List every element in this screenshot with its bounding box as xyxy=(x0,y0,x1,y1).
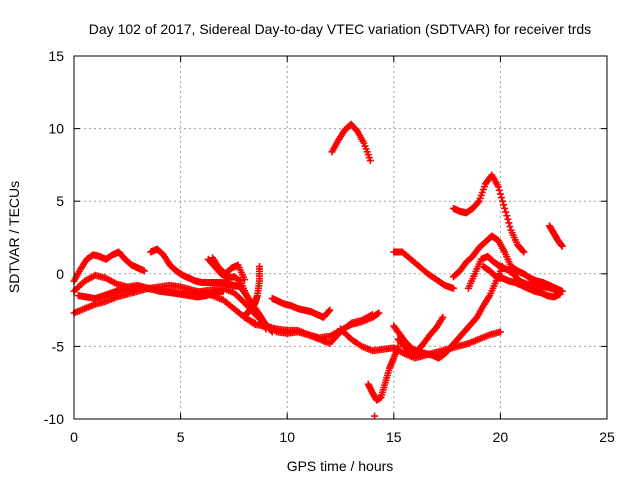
data-series xyxy=(241,263,383,342)
y-tick-label: 15 xyxy=(48,48,64,64)
data-series xyxy=(268,294,334,321)
x-tick-label: 0 xyxy=(70,429,78,445)
data-point-plus xyxy=(496,328,504,336)
data-point-plus xyxy=(219,287,227,295)
data-point-plus xyxy=(241,276,249,284)
x-tick-label: 20 xyxy=(493,429,509,445)
data-series xyxy=(545,222,566,250)
y-tick-label: -10 xyxy=(44,411,64,427)
tick-labels: 0 5 10 15 20 25 -10 -5 0 5 10 15 xyxy=(44,48,615,445)
data-point-plus xyxy=(394,342,402,350)
data-series xyxy=(390,248,457,292)
chart-title: Day 102 of 2017, Sidereal Day-to-day VTE… xyxy=(89,21,591,37)
data-point-plus xyxy=(499,197,507,205)
x-tick-label: 15 xyxy=(386,429,402,445)
data-series xyxy=(364,342,402,404)
data-point-plus xyxy=(502,208,510,216)
data-point-plus xyxy=(439,313,447,321)
data-point-plus xyxy=(494,183,502,191)
data-series xyxy=(328,120,374,165)
data-point-plus xyxy=(503,212,511,220)
data-point-plus xyxy=(556,290,564,298)
data-point-plus xyxy=(519,247,527,255)
data-point-plus xyxy=(558,242,566,250)
data-series xyxy=(371,412,379,420)
data-point-plus xyxy=(140,267,148,275)
y-tick-label: 5 xyxy=(56,193,64,209)
y-tick-label: 0 xyxy=(56,266,64,282)
data-series xyxy=(70,248,148,285)
data-point-plus xyxy=(497,194,505,202)
data-series xyxy=(464,252,562,295)
plot-frame xyxy=(73,55,608,420)
data-point-plus xyxy=(496,190,504,198)
data-point-plus xyxy=(325,307,333,315)
y-tick-label: -5 xyxy=(52,338,65,354)
data-point-plus xyxy=(375,309,383,317)
data-series xyxy=(479,263,564,301)
data-point-plus xyxy=(504,215,512,223)
data-series xyxy=(74,283,227,302)
data-point-plus xyxy=(495,186,503,194)
data-point-plus xyxy=(500,201,508,209)
x-tick-label: 10 xyxy=(279,429,295,445)
data-point-plus xyxy=(449,284,457,292)
grid-lines xyxy=(74,56,607,419)
data-point-plus xyxy=(474,198,482,206)
data-point-plus xyxy=(366,157,374,165)
x-tick-label: 25 xyxy=(599,429,615,445)
data-point-plus xyxy=(520,248,528,256)
data-points xyxy=(70,120,566,420)
axis-ticks xyxy=(73,55,608,420)
data-series xyxy=(394,313,447,358)
y-tick-label: 10 xyxy=(48,121,64,137)
data-series xyxy=(209,254,249,284)
data-point-plus xyxy=(501,204,509,212)
data-point-plus xyxy=(326,306,334,314)
data-point-plus xyxy=(371,412,379,420)
data-point-plus xyxy=(506,223,514,231)
data-series xyxy=(449,171,528,256)
x-tick-label: 5 xyxy=(177,429,185,445)
data-point-plus xyxy=(505,219,513,227)
y-axis-label: SDTVAR / TECUs xyxy=(6,181,22,293)
x-axis-label: GPS time / hours xyxy=(287,458,394,474)
